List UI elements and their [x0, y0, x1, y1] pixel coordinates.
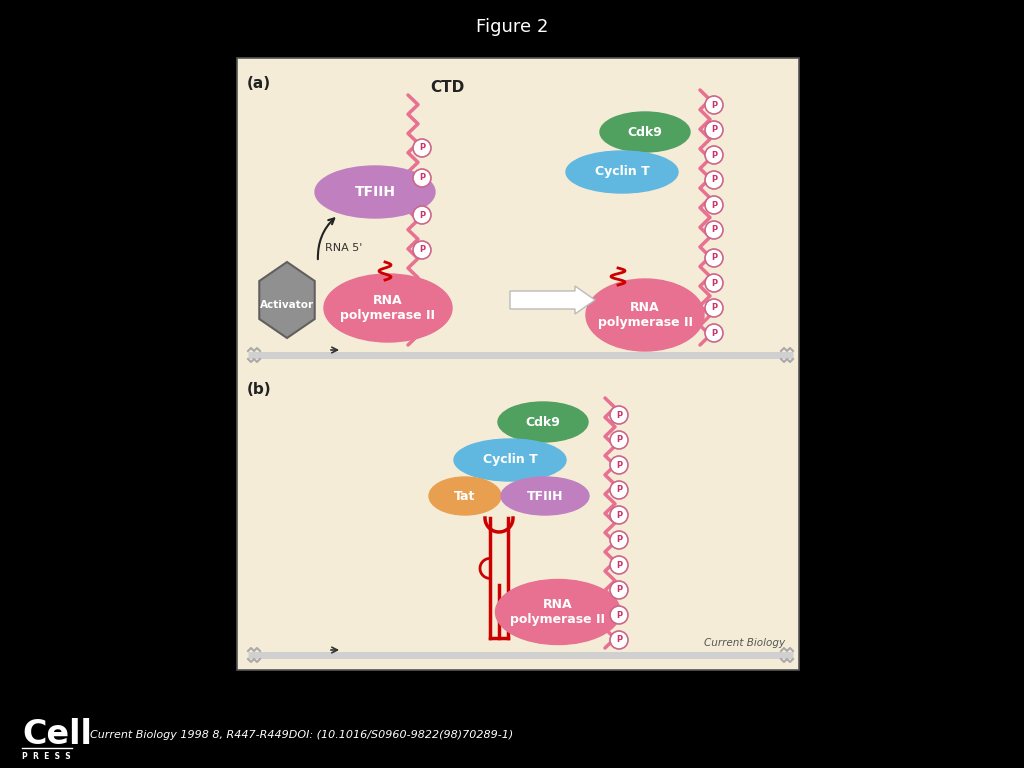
Circle shape — [705, 299, 723, 317]
Text: Cdk9: Cdk9 — [628, 125, 663, 138]
Text: Cdk9: Cdk9 — [525, 415, 560, 429]
Circle shape — [705, 249, 723, 267]
Text: P  R  E  S  S: P R E S S — [22, 752, 71, 761]
Circle shape — [610, 506, 628, 524]
Text: P: P — [711, 329, 717, 337]
Circle shape — [705, 324, 723, 342]
Ellipse shape — [566, 151, 678, 193]
Text: P: P — [711, 253, 717, 263]
Circle shape — [705, 146, 723, 164]
Circle shape — [610, 406, 628, 424]
Text: P: P — [616, 461, 622, 469]
Text: Current Biology 1998 8, R447-R449DOI: (10.1016/S0960-9822(98)70289-1): Current Biology 1998 8, R447-R449DOI: (1… — [90, 730, 513, 740]
Text: P: P — [419, 246, 425, 254]
Text: RNA
polymerase II: RNA polymerase II — [341, 294, 435, 322]
Circle shape — [413, 139, 431, 157]
Text: P: P — [419, 174, 425, 183]
Text: P: P — [616, 511, 622, 519]
Ellipse shape — [324, 274, 452, 342]
Circle shape — [705, 274, 723, 292]
Circle shape — [610, 556, 628, 574]
Text: (b): (b) — [247, 382, 271, 397]
Circle shape — [610, 481, 628, 499]
Circle shape — [610, 456, 628, 474]
Text: (a): (a) — [247, 76, 271, 91]
Text: CTD: CTD — [430, 81, 464, 95]
Text: P: P — [616, 585, 622, 594]
Ellipse shape — [586, 279, 705, 351]
Ellipse shape — [501, 477, 589, 515]
Ellipse shape — [454, 439, 566, 481]
FancyArrow shape — [510, 286, 595, 314]
Ellipse shape — [315, 166, 435, 218]
Text: Cyclin T: Cyclin T — [482, 453, 538, 466]
Text: P: P — [711, 279, 717, 287]
Ellipse shape — [498, 402, 588, 442]
Text: Cyclin T: Cyclin T — [595, 165, 649, 178]
Text: TFIIH: TFIIH — [354, 185, 395, 199]
Text: RNA 5': RNA 5' — [325, 243, 362, 253]
Text: TFIIH: TFIIH — [526, 489, 563, 502]
FancyBboxPatch shape — [237, 58, 799, 670]
Text: P: P — [616, 611, 622, 620]
Text: Tat: Tat — [455, 489, 476, 502]
Text: Figure 2: Figure 2 — [476, 18, 548, 36]
Circle shape — [413, 169, 431, 187]
Circle shape — [705, 221, 723, 239]
Text: RNA
polymerase II: RNA polymerase II — [511, 598, 605, 626]
Text: P: P — [711, 151, 717, 160]
Text: P: P — [616, 435, 622, 445]
Text: P: P — [616, 561, 622, 570]
Text: P: P — [419, 144, 425, 153]
Circle shape — [610, 631, 628, 649]
Text: P: P — [711, 176, 717, 184]
Circle shape — [705, 171, 723, 189]
Circle shape — [705, 121, 723, 139]
Circle shape — [610, 581, 628, 599]
Text: RNA
polymerase II: RNA polymerase II — [597, 301, 692, 329]
Ellipse shape — [429, 477, 501, 515]
Text: P: P — [616, 535, 622, 545]
Circle shape — [610, 606, 628, 624]
Text: Current Biology: Current Biology — [703, 638, 785, 648]
Circle shape — [610, 531, 628, 549]
Ellipse shape — [496, 580, 621, 644]
Text: P: P — [711, 125, 717, 134]
Text: Cell: Cell — [22, 718, 92, 751]
Polygon shape — [259, 262, 314, 338]
Text: P: P — [711, 303, 717, 313]
Text: P: P — [616, 411, 622, 419]
Circle shape — [705, 96, 723, 114]
Text: P: P — [711, 226, 717, 234]
Text: P: P — [419, 210, 425, 220]
Text: P: P — [711, 200, 717, 210]
Circle shape — [413, 206, 431, 224]
Circle shape — [705, 196, 723, 214]
Text: P: P — [616, 635, 622, 644]
Text: Activator: Activator — [260, 300, 314, 310]
Text: P: P — [616, 485, 622, 495]
Circle shape — [610, 431, 628, 449]
Circle shape — [413, 241, 431, 259]
Ellipse shape — [600, 112, 690, 152]
Text: P: P — [711, 101, 717, 110]
